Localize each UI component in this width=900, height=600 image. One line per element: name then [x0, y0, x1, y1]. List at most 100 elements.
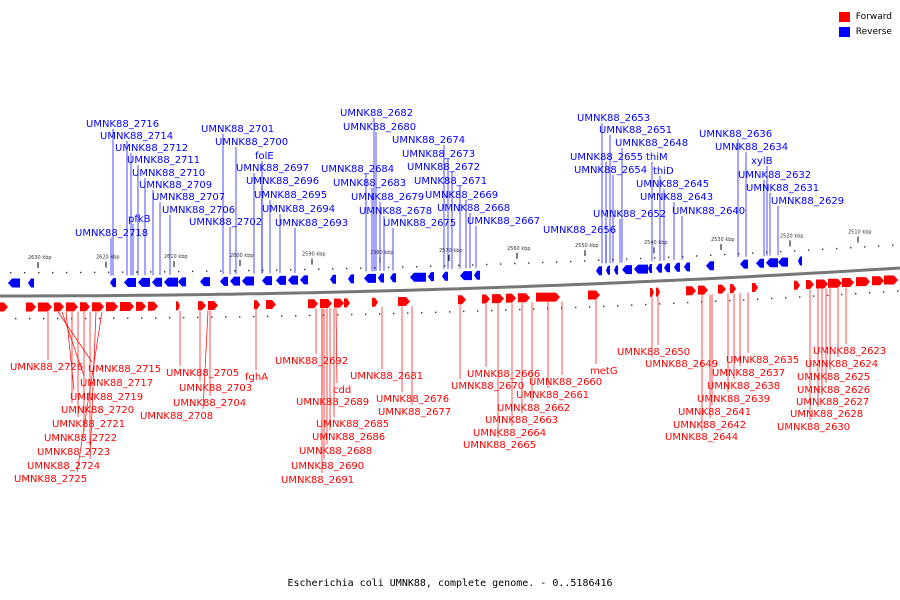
reverse-gene-label: UMNK88_2651	[599, 125, 672, 136]
legend-forward-label: Forward	[855, 11, 892, 22]
reverse-gene-label: UMNK88_2712	[115, 143, 188, 154]
gene-leader-line	[65, 311, 75, 391]
forward-gene-arrow	[54, 302, 64, 312]
reverse-gene-arrow	[230, 276, 240, 286]
tick-dot	[239, 316, 241, 318]
tick-dot	[864, 246, 866, 248]
tick-dot	[477, 310, 479, 312]
reverse-gene-label: UMNK88_2674	[392, 135, 465, 146]
reverse-gene-arrow	[664, 263, 670, 273]
forward-gene-label: UMNK88_2660	[529, 377, 602, 388]
forward-gene-arrow	[828, 278, 842, 288]
reverse-gene-arrow	[364, 273, 376, 283]
tick-dot	[122, 271, 124, 273]
legend: Forward Reverse	[838, 9, 892, 39]
tick-dot	[10, 271, 12, 274]
forward-gene-label: cdd	[333, 385, 351, 396]
reverse-gene-arrow	[410, 272, 426, 282]
forward-gene-label: UMNK88_2627	[796, 397, 869, 408]
forward-gene-label: UMNK88_2690	[291, 461, 364, 472]
tick-dot	[24, 271, 26, 274]
forward-gene-arrow	[120, 302, 134, 312]
reverse-swatch	[838, 26, 850, 37]
gene-leader-line	[89, 311, 97, 460]
tick-dot	[351, 313, 353, 316]
forward-gene-arrow	[482, 294, 490, 304]
forward-gene-label: UMNK88_2715	[88, 364, 161, 375]
forward-gene-label: UMNK88_2649	[645, 359, 718, 370]
tick-dot	[645, 303, 647, 306]
forward-gene-arrow	[254, 300, 260, 310]
reverse-gene-label: UMNK88_2697	[236, 163, 309, 174]
tick-dot	[318, 268, 320, 270]
forward-gene-arrow	[176, 301, 180, 311]
tick-dot	[533, 308, 535, 310]
tick-dot	[883, 291, 885, 293]
forward-gene-label: UMNK88_2664	[473, 428, 546, 439]
forward-gene-arrow	[518, 293, 530, 303]
reverse-gene-arrow	[684, 262, 690, 272]
reverse-gene-label: UMNK88_2668	[437, 203, 510, 214]
reverse-gene-label: UMNK88_2632	[738, 170, 811, 181]
tick-dot	[197, 316, 199, 319]
reverse-gene-arrow	[220, 276, 228, 286]
forward-gene-label: UMNK88_2722	[44, 433, 117, 444]
reverse-gene-label: UMNK88_2680	[343, 122, 416, 133]
forward-gene-arrow	[80, 302, 90, 312]
forward-gene-arrow	[0, 302, 8, 312]
reverse-gene-arrow	[442, 271, 448, 281]
tick-dot	[267, 315, 269, 318]
forward-gene-arrow	[794, 280, 800, 290]
tick-dot	[178, 270, 180, 273]
reverse-gene-arrow	[178, 277, 186, 287]
reverse-gene-label: UMNK88_2701	[201, 124, 274, 135]
tick-dot	[603, 305, 605, 308]
tick-dot	[66, 271, 68, 274]
tick-dot	[155, 317, 157, 319]
tick-dot	[164, 271, 166, 273]
tick-dot	[813, 295, 815, 297]
tick-dot	[52, 271, 54, 274]
forward-gene-arrow	[884, 275, 898, 285]
reverse-gene-label: UMNK88_2682	[340, 108, 413, 119]
reverse-gene-label: UMNK88_2710	[132, 168, 205, 179]
tick-dot	[897, 290, 899, 292]
tick-dot	[542, 261, 544, 264]
reverse-gene-arrow	[348, 274, 354, 284]
tick-dot	[234, 270, 236, 272]
reverse-gene-label: UMNK88_2702	[189, 217, 262, 228]
forward-gene-label: UMNK88_2708	[140, 411, 213, 422]
tick-dot	[206, 270, 208, 272]
reverse-gene-arrow	[124, 277, 136, 287]
reverse-gene-arrow	[756, 258, 764, 268]
reverse-gene-label: UMNK88_2653	[577, 113, 650, 124]
tick-dot	[141, 317, 143, 319]
forward-gene-label: UMNK88_2637	[712, 368, 785, 379]
forward-gene-label: UMNK88_2642	[673, 420, 746, 431]
forward-gene-label: metG	[590, 366, 618, 377]
reverse-gene-arrow	[330, 274, 336, 284]
tick-dot	[780, 250, 782, 253]
tick-dot	[43, 317, 45, 320]
tick-dot	[388, 266, 390, 269]
forward-gene-label: UMNK88_2717	[80, 378, 153, 389]
reverse-gene-arrow	[622, 265, 632, 275]
forward-gene-label: UMNK88_2663	[485, 415, 558, 426]
tick-dot	[589, 306, 591, 308]
forward-gene-arrow	[458, 295, 466, 305]
forward-gene-arrow	[698, 285, 708, 295]
reverse-gene-label: UMNK88_2652	[593, 209, 666, 220]
forward-gene-label: UMNK88_2639	[697, 394, 770, 405]
kbp-tick-label: 2510 kbp	[848, 230, 872, 236]
kbp-tick-label: 2520 kbp	[780, 233, 804, 239]
forward-gene-label: UMNK88_2721	[52, 419, 125, 430]
reverse-gene-label: UMNK88_2716	[86, 119, 159, 130]
forward-gene-arrow	[320, 298, 332, 308]
reverse-gene-arrow	[648, 263, 652, 273]
reverse-gene-label: UMNK88_2629	[771, 196, 844, 207]
tick-dot	[771, 297, 773, 300]
reverse-gene-label: pfkB	[128, 214, 151, 225]
tick-dot	[57, 317, 59, 320]
forward-gene-arrow	[26, 302, 36, 312]
